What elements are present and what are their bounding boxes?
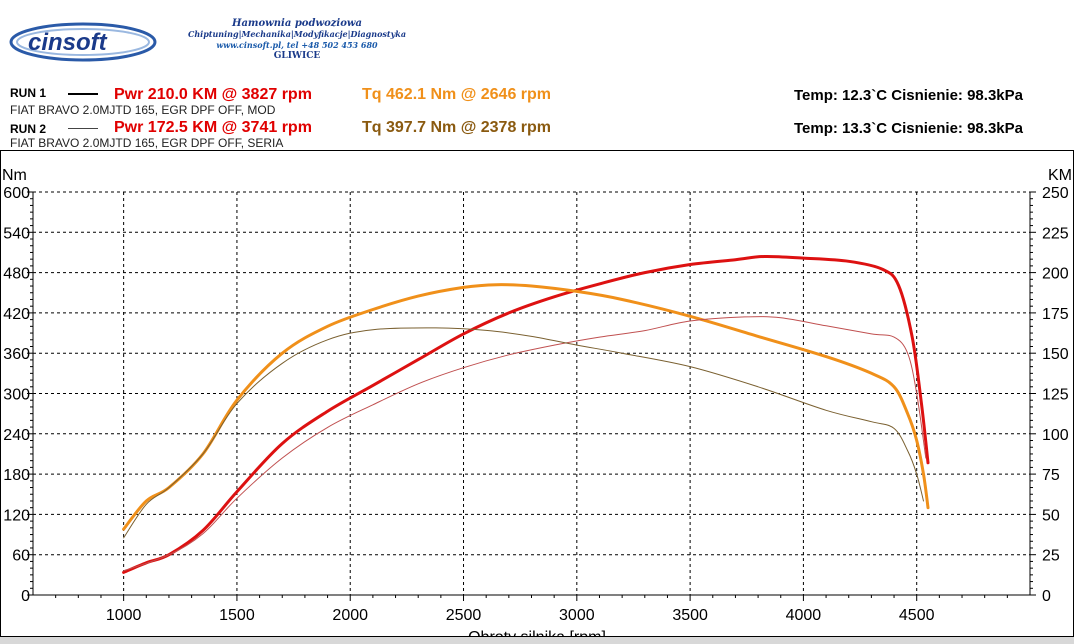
chart-grid xyxy=(33,191,1030,596)
y-right-tick-label: 200 xyxy=(1042,266,1069,283)
header-contact: www.cinsoft.pl, tel +48 502 453 680 xyxy=(216,40,378,50)
cinsoft-logo: cinsoft xyxy=(9,22,157,62)
header-title: Hamownia podwoziowa xyxy=(232,18,362,29)
y-right-tick-label: 125 xyxy=(1042,387,1069,404)
chart-series xyxy=(122,254,930,574)
run2-torque: Tq 397.7 Nm @ 2378 rpm xyxy=(362,119,552,136)
run1-label: RUN 1 xyxy=(10,86,47,100)
run-2-tq-line xyxy=(123,327,924,539)
y-left-tick-label: 480 xyxy=(3,266,30,283)
run1-torque: Tq 462.1 Nm @ 2646 rpm xyxy=(362,86,552,103)
run1-line-sample xyxy=(68,93,98,95)
y-right-tick-label: 75 xyxy=(1042,467,1060,484)
run-1-tq-line xyxy=(122,283,930,531)
run1-conditions: Temp: 12.3`C Cisnienie: 98.3kPa xyxy=(794,87,1023,104)
run2-power: Pwr 172.5 KM @ 3741 rpm xyxy=(114,119,312,136)
run-2-pwr-line xyxy=(123,316,927,572)
y-left-tick-label: 0 xyxy=(21,588,30,605)
y-right-tick-label: 175 xyxy=(1042,306,1069,323)
x-tick-label: 4000 xyxy=(786,607,822,624)
y-left-tick-label: 60 xyxy=(12,548,30,565)
y-right-tick-label: 0 xyxy=(1042,588,1051,605)
y-right-tick-label: 50 xyxy=(1042,507,1060,524)
y-left-tick-label: 120 xyxy=(3,507,30,524)
y-left-tick-label: 540 xyxy=(3,225,30,242)
svg-text:cinsoft: cinsoft xyxy=(28,29,108,56)
header-services: Chiptuning|Mechanika|Modyfikacje|Diagnos… xyxy=(187,29,407,39)
x-tick-label: 2000 xyxy=(332,607,368,624)
x-tick-label: 1500 xyxy=(219,607,255,624)
run2-description: FIAT BRAVO 2.0MJTD 165, EGR DPF OFF, SER… xyxy=(10,136,284,150)
x-tick-label: 2500 xyxy=(446,607,482,624)
y-right-tick-label: 150 xyxy=(1042,346,1069,363)
chart-axes: 0 0 60 25 120 50 180 75 240 100 300 125 360 150 420 175… xyxy=(3,185,1069,624)
run-1-pwr-line xyxy=(122,254,930,574)
run1-description: FIAT BRAVO 2.0MJTD 165, EGR DPF OFF, MOD xyxy=(10,103,276,117)
y-left-tick-label: 240 xyxy=(3,427,30,444)
y-left-tick-label: 600 xyxy=(3,185,30,202)
y-right-tick-label: 100 xyxy=(1042,427,1069,444)
y-left-tick-label: 360 xyxy=(3,346,30,363)
x-tick-label: 4500 xyxy=(899,607,935,624)
dyno-chart: 0 0 60 25 120 50 180 75 240 100 300 125 360 150 420 175… xyxy=(0,150,1074,644)
x-tick-label: 1000 xyxy=(106,607,142,624)
y-right-tick-label: 225 xyxy=(1042,225,1069,242)
bottom-scroll-strip xyxy=(0,637,1074,644)
y-right-unit-label: KM xyxy=(1048,167,1072,184)
run1-power: Pwr 210.0 KM @ 3827 rpm xyxy=(114,86,312,103)
x-tick-label: 3500 xyxy=(672,607,708,624)
dyno-header: Hamownia podwoziowa Chiptuning|Mechanika… xyxy=(172,18,422,62)
run2-line-sample xyxy=(68,128,98,129)
header-city: GLIWICE xyxy=(273,51,321,61)
y-left-unit-label: Nm xyxy=(2,167,27,184)
y-right-tick-label: 250 xyxy=(1042,185,1069,202)
y-right-tick-label: 25 xyxy=(1042,548,1060,565)
run2-conditions: Temp: 13.3`C Cisnienie: 98.3kPa xyxy=(794,120,1023,137)
y-left-tick-label: 420 xyxy=(3,306,30,323)
run2-label: RUN 2 xyxy=(10,122,47,136)
y-left-tick-label: 300 xyxy=(3,387,30,404)
y-left-tick-label: 180 xyxy=(3,467,30,484)
x-tick-label: 3000 xyxy=(559,607,595,624)
